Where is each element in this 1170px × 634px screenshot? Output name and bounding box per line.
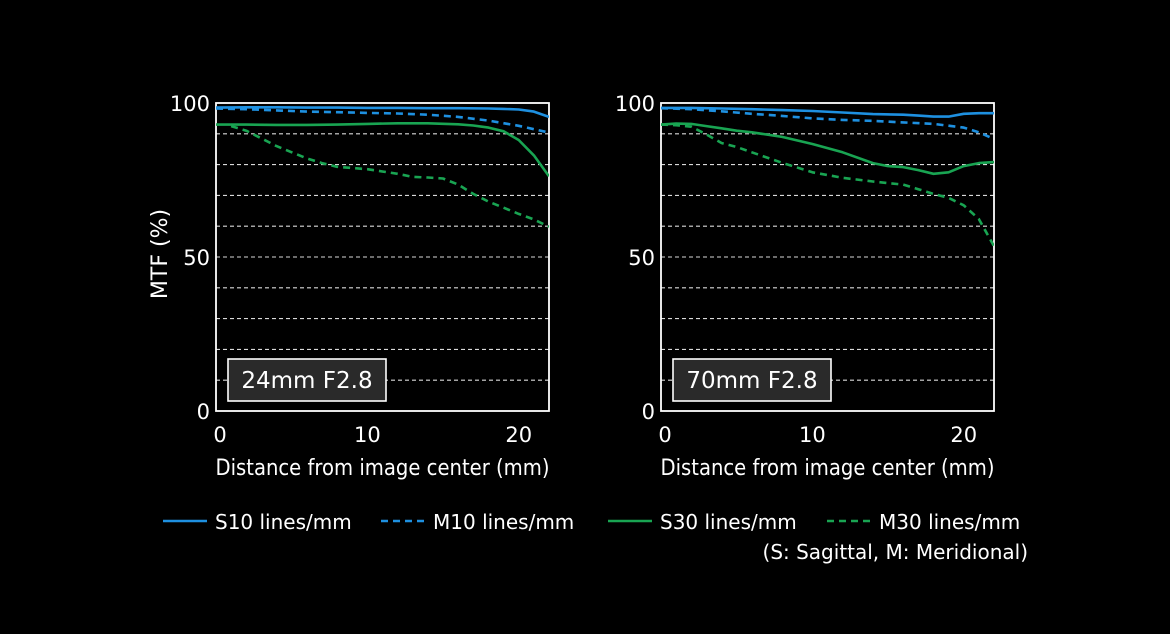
legend: S10 lines/mm M10 lines/mm S30 lines/mm M30 … <box>163 510 1028 564</box>
plot-frame <box>660 102 995 412</box>
x-tick-label: 0 <box>213 423 226 447</box>
x-tick-label: 20 <box>950 423 977 447</box>
chart-panel-2: 0 50 100 0 10 20 Distance from image center (m… <box>615 92 995 481</box>
y-tick-label: 50 <box>183 246 210 270</box>
y-tick-label: 100 <box>170 92 210 116</box>
chart-panel-1: 0 50 100 0 10 20 Distance from image center (m… <box>148 92 550 481</box>
series-line-s30 <box>216 122 549 178</box>
series-line-m10 <box>661 106 994 141</box>
legend-note: (S: Sagittal, M: Meridional) <box>763 540 1028 564</box>
series-line-m30 <box>230 124 549 228</box>
x-tick-label: 10 <box>354 423 381 447</box>
series-line-s10 <box>216 106 549 119</box>
y-tick-label: 100 <box>615 92 655 116</box>
series-line-s30 <box>661 122 994 176</box>
x-tick-label: 0 <box>658 423 671 447</box>
legend-label: S30 lines/mm <box>660 510 797 534</box>
y-tick-label: 50 <box>628 246 655 270</box>
lens-label: 70mm F2.8 <box>686 368 817 394</box>
legend-label: M30 lines/mm <box>879 510 1020 534</box>
legend-item: S30 lines/mm <box>608 510 797 534</box>
x-tick-label: 20 <box>505 423 532 447</box>
lens-label-box <box>227 358 387 402</box>
legend-item: M30 lines/mm <box>827 510 1020 534</box>
legend-item: S10 lines/mm <box>163 510 352 534</box>
series-line-s10 <box>661 106 994 118</box>
lens-label: 24mm F2.8 <box>241 368 372 394</box>
y-axis-label: MTF (%) <box>148 209 173 299</box>
plot-frame <box>215 102 550 412</box>
legend-item: M10 lines/mm <box>381 510 574 534</box>
x-axis-label: Distance from image center (mm) <box>216 456 550 481</box>
legend-label: M10 lines/mm <box>433 510 574 534</box>
y-tick-label: 0 <box>642 400 655 424</box>
y-tick-label: 0 <box>197 400 210 424</box>
lens-label-box <box>672 358 832 402</box>
x-axis-label: Distance from image center (mm) <box>661 456 995 481</box>
x-tick-label: 10 <box>799 423 826 447</box>
legend-label: S10 lines/mm <box>215 510 352 534</box>
series-line-m30 <box>661 123 994 247</box>
series-line-m10 <box>216 107 549 134</box>
